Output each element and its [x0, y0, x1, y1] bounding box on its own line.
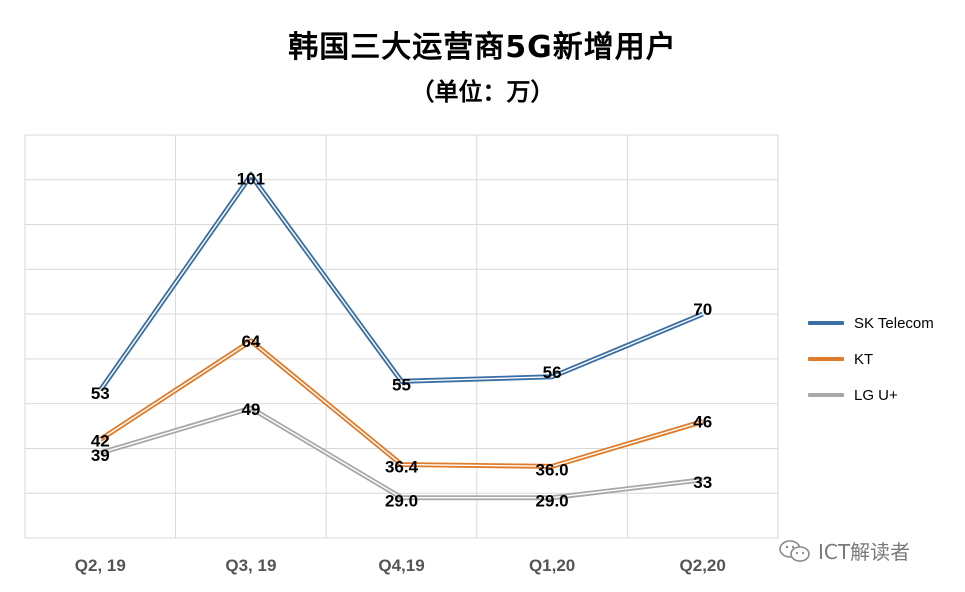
legend-swatch-sk-telecom — [808, 321, 844, 325]
legend-label-sk-telecom: SK Telecom — [854, 314, 934, 332]
x-tick-label: Q1,20 — [529, 556, 575, 575]
grid — [24, 134, 779, 539]
legend-item-sk-telecom: SK Telecom — [808, 305, 958, 341]
legend-item-kt: KT — [808, 341, 958, 377]
data-label-kt: 36.0 — [536, 460, 569, 479]
x-tick-label: Q3, 19 — [225, 556, 276, 575]
series-line-inner-sk-telecom — [99, 174, 703, 391]
series-line-lg-u — [99, 405, 703, 501]
legend-label-kt: KT — [854, 350, 874, 368]
data-label-kt: 36.4 — [385, 458, 419, 477]
legend-swatch-lg-uplus — [808, 393, 844, 397]
data-label-kt: 64 — [241, 332, 260, 351]
data-label-sk-telecom: 101 — [237, 169, 265, 188]
data-label-sk-telecom: 53 — [91, 384, 110, 403]
series-line-sk-telecom — [98, 171, 704, 392]
series-sk-telecom — [98, 171, 704, 392]
watermark: ICT解读者 — [778, 536, 910, 565]
x-tick-label: Q2, 19 — [75, 556, 126, 575]
watermark-text: ICT解读者 — [818, 540, 911, 564]
chart-title: 韩国三大运营商5G新增用户 — [288, 30, 677, 65]
legend-swatch-kt — [808, 357, 844, 361]
wechat-icon — [779, 539, 810, 562]
data-label-lg-u: 33 — [693, 473, 712, 492]
data-label-sk-telecom: 70 — [693, 300, 712, 319]
series-line-inner-lg-u — [100, 407, 703, 499]
data-label-lg-u: 39 — [91, 446, 110, 465]
data-label-lg-u: 49 — [241, 400, 260, 419]
x-tick-label: Q4,19 — [378, 556, 424, 575]
x-tick-label: Q2,20 — [680, 556, 726, 575]
data-label-kt: 42 — [91, 431, 110, 450]
data-label-kt: 46 — [693, 413, 712, 432]
data-label-sk-telecom: 55 — [392, 375, 411, 394]
legend-label-lg-uplus: LG U+ — [854, 386, 898, 404]
data-label-sk-telecom: 56 — [543, 363, 562, 382]
data-label-lg-u: 29.0 — [536, 492, 569, 511]
data-labels: 53 101 55 56 70 42 64 36.4 36.0 46 39 49 29.0 29.0 33 — [91, 169, 712, 510]
data-label-lg-u: 29.0 — [385, 492, 418, 511]
series-lg-u — [99, 405, 703, 501]
chart-subtitle: （单位：万） — [410, 78, 555, 106]
x-axis: Q2, 19 Q3, 19 Q4,19 Q1,20 Q2,20 — [75, 556, 726, 575]
legend-item-lg-uplus: LG U+ — [808, 377, 958, 413]
series-group — [98, 171, 704, 501]
series-kt — [98, 337, 704, 469]
legend: SK Telecom KT LG U+ — [808, 305, 958, 413]
